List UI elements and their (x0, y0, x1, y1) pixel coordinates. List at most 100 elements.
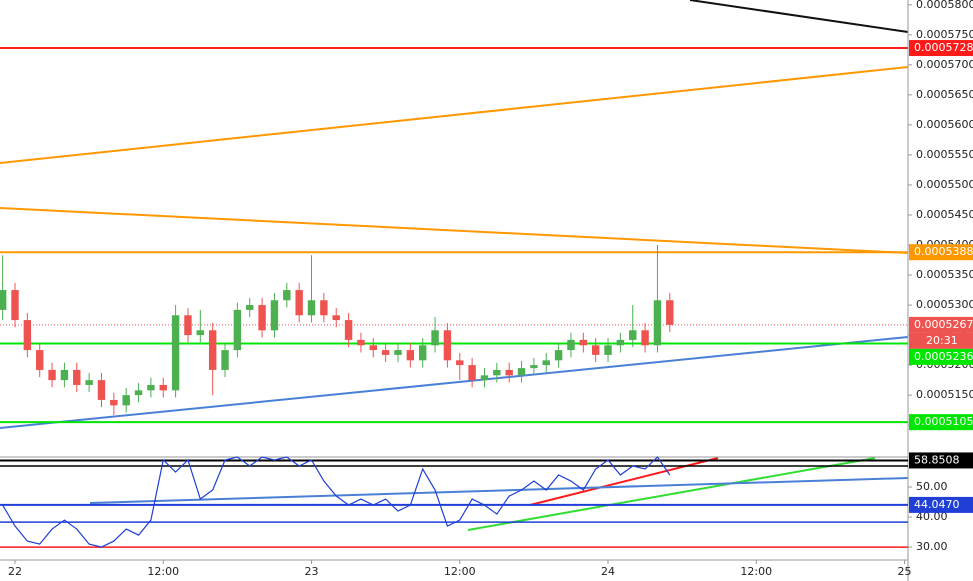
price-tag-label: 58.8508 (914, 453, 960, 466)
candle-body (629, 330, 637, 340)
y-tick-label: 0.0005700 (916, 58, 973, 71)
x-tick-label: 23 (305, 565, 319, 578)
trend-line (89, 477, 909, 504)
candle-body (567, 339, 575, 351)
candle-body (246, 305, 254, 310)
price-tag-label: 0.0005728 (914, 41, 973, 54)
trend-line (529, 457, 719, 506)
y-tick-label: 0.0005150 (916, 388, 973, 401)
candle-body (60, 369, 69, 381)
countdown-label: 20:31 (926, 334, 958, 347)
y-tick-label: 0.0005550 (916, 148, 973, 161)
candle-body (480, 375, 489, 381)
rsi-line (2, 456, 671, 548)
price-tag (909, 452, 973, 469)
y-tick-label: 30.00 (916, 540, 948, 553)
candle-body (295, 290, 303, 316)
candle-body (159, 384, 167, 391)
candle-body (0, 290, 7, 310)
candle-body (604, 345, 612, 355)
candle-body (196, 330, 205, 336)
candle-body (579, 339, 588, 346)
candle-body (208, 330, 217, 370)
candle-body (493, 369, 501, 376)
candle-body (591, 345, 600, 355)
trend-line (0, 207, 909, 254)
candle-body (97, 380, 106, 400)
trend-line (0, 66, 909, 164)
price-tag-label: 0.0005267 (914, 318, 973, 331)
price-tag (909, 414, 973, 431)
candle-body (134, 390, 143, 396)
y-tick-label: 0.0005300 (916, 298, 973, 311)
price-tag (909, 40, 973, 57)
y-tick-label: 40.00 (916, 510, 948, 523)
candle-body (443, 330, 452, 361)
candle-body (171, 315, 180, 391)
candle-body (468, 365, 476, 381)
candle-body (517, 368, 526, 376)
candle-body (394, 350, 402, 355)
price-tag-label: 0.0005236 (914, 350, 973, 363)
y-tick-label: 0.0005450 (916, 208, 973, 221)
y-tick-label: 0.0005750 (916, 28, 973, 41)
candle-body (332, 315, 340, 321)
x-tick-label: 12:00 (147, 565, 179, 578)
candle-body (184, 315, 192, 336)
candle-body (147, 384, 155, 391)
y-tick-label: 0.0005350 (916, 268, 973, 281)
x-tick-label: 25 (898, 565, 912, 578)
candle-body (456, 360, 464, 366)
y-tick-label: 50.00 (916, 480, 948, 493)
candle-body (505, 369, 513, 376)
y-tick-label: 0.0005500 (916, 178, 973, 191)
candle-body (307, 300, 316, 316)
price-tag (909, 244, 973, 261)
candle-body (48, 369, 56, 381)
candle-body (530, 365, 538, 369)
price-tag (909, 316, 973, 333)
y-tick-label: 0.0005650 (916, 88, 973, 101)
candle-body (369, 345, 377, 351)
candle-body (554, 350, 563, 361)
countdown-tag (909, 332, 973, 349)
price-tag (909, 348, 973, 365)
price-tag-label: 0.0005388 (914, 245, 973, 258)
candle-body (283, 290, 291, 301)
candle-body (381, 350, 390, 355)
price-tag-label: 0.0005105 (914, 415, 973, 428)
y-tick-label: 0.0005800 (916, 0, 973, 11)
pane (0, 47, 908, 424)
x-tick-label: 22 (8, 565, 22, 578)
candle-body (418, 345, 427, 361)
candle-body (258, 305, 266, 331)
candle-body (73, 369, 81, 385)
candle-body (85, 380, 93, 385)
price-tag (909, 496, 973, 513)
x-tick-label: 12:00 (740, 565, 772, 578)
drawings (0, 0, 909, 531)
candle-body (666, 300, 674, 325)
candle-body (320, 300, 328, 316)
trend-line (467, 457, 876, 531)
candle-body (542, 360, 550, 366)
candle-body (616, 339, 625, 346)
candle-body (36, 350, 44, 370)
candle-body (23, 320, 32, 351)
candle-body (221, 350, 229, 370)
trend-line (0, 336, 909, 429)
x-tick-label: 24 (601, 565, 615, 578)
candle-body (653, 300, 662, 346)
price-tag-label: 44.0470 (914, 498, 960, 511)
candle-body (11, 290, 19, 321)
candle-body (357, 339, 365, 346)
pane (0, 456, 908, 548)
trend-line (689, 0, 909, 33)
candle-body (110, 399, 118, 406)
candle-body (344, 320, 353, 340)
candle-body (122, 395, 130, 406)
candle-body (406, 350, 415, 361)
x-tick-label: 12:00 (444, 565, 476, 578)
y-tick-label: 0.0005600 (916, 118, 973, 131)
